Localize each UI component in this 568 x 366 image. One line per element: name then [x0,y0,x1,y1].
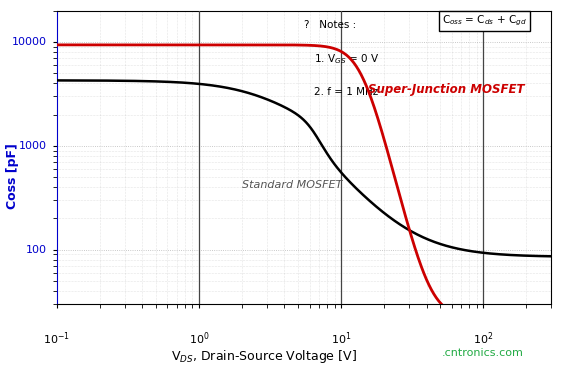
Text: Super-Junction MOSFET: Super-Junction MOSFET [368,83,524,96]
Text: V$_{DS}$, Drain-Source Voltage [V]: V$_{DS}$, Drain-Source Voltage [V] [172,348,357,365]
Text: ?   Notes :: ? Notes : [304,20,356,30]
Text: 100: 100 [26,244,47,255]
Text: 10000: 10000 [12,37,47,47]
Text: .cntronics.com: .cntronics.com [442,348,524,358]
Text: $10^{-1}$: $10^{-1}$ [43,331,70,347]
Text: C$_{oss}$ = C$_{ds}$ + C$_{gd}$: C$_{oss}$ = C$_{ds}$ + C$_{gd}$ [442,14,527,28]
Text: 1. V$_{GS}$ = 0 V: 1. V$_{GS}$ = 0 V [314,52,379,66]
Text: $10^{0}$: $10^{0}$ [189,331,209,347]
Text: $10^{1}$: $10^{1}$ [331,331,351,347]
Text: 1000: 1000 [19,141,47,151]
Text: 2. f = 1 MHz: 2. f = 1 MHz [314,87,378,97]
Text: Coss [pF]: Coss [pF] [6,143,19,209]
Text: $10^{2}$: $10^{2}$ [473,331,494,347]
Text: Standard MOSFET: Standard MOSFET [241,180,342,190]
